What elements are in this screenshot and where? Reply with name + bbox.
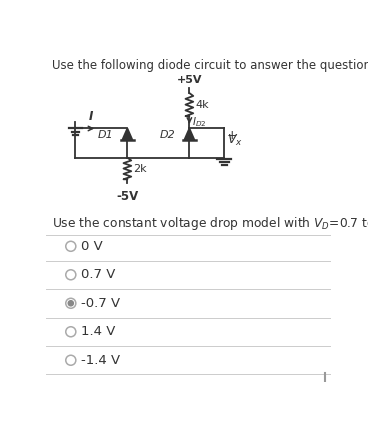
Text: I: I	[88, 110, 93, 123]
Circle shape	[68, 301, 74, 306]
Text: D2: D2	[160, 130, 176, 140]
Text: Use the following diode circuit to answer the questions that follow:: Use the following diode circuit to answe…	[52, 59, 368, 72]
Text: D1: D1	[98, 130, 113, 140]
Text: 0.7 V: 0.7 V	[81, 268, 115, 281]
Text: +5V: +5V	[177, 76, 202, 85]
Text: $V_x$: $V_x$	[227, 133, 243, 148]
Text: 1.4 V: 1.4 V	[81, 325, 115, 338]
Text: $I_{D2}$: $I_{D2}$	[192, 115, 206, 129]
Text: 2k: 2k	[134, 163, 147, 173]
Text: -1.4 V: -1.4 V	[81, 354, 120, 367]
Text: -5V: -5V	[116, 190, 138, 203]
Text: Use the constant voltage drop model with $V_D$=0.7 to find $V_x$: Use the constant voltage drop model with…	[52, 215, 368, 232]
Polygon shape	[184, 128, 194, 140]
Text: 0 V: 0 V	[81, 240, 103, 253]
Text: 4k: 4k	[195, 100, 209, 110]
Polygon shape	[122, 128, 132, 140]
Text: +: +	[227, 129, 237, 142]
Text: -0.7 V: -0.7 V	[81, 297, 120, 310]
